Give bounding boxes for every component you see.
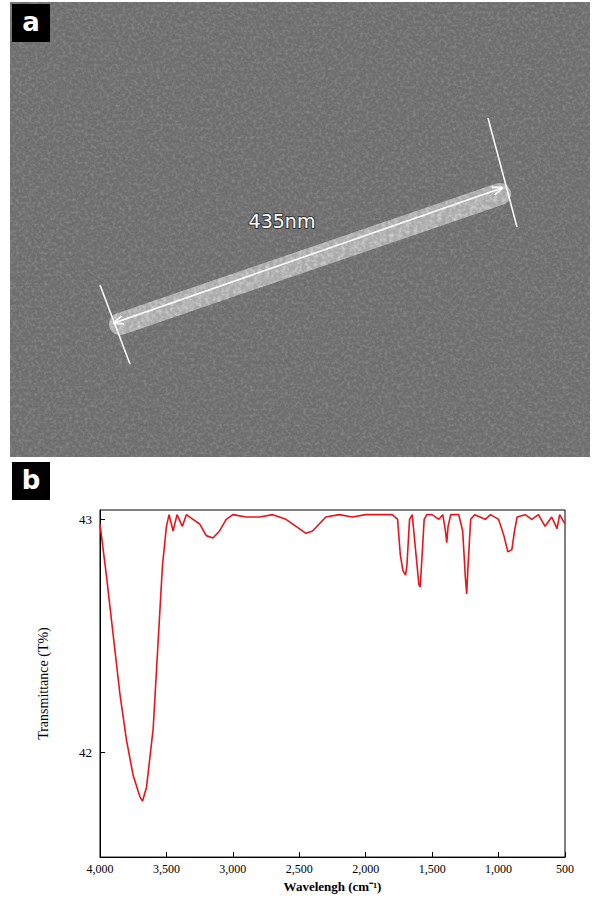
svg-text:435nm: 435nm xyxy=(249,210,316,232)
svg-text:3,500: 3,500 xyxy=(153,862,180,876)
svg-text:1,000: 1,000 xyxy=(485,862,512,876)
svg-text:43: 43 xyxy=(79,512,92,527)
html-text:a: a xyxy=(22,7,40,37)
svg-text:500: 500 xyxy=(556,862,574,876)
svg-text:2,000: 2,000 xyxy=(352,862,379,876)
html-text:b: b xyxy=(21,465,41,495)
svg-text:1,500: 1,500 xyxy=(419,862,446,876)
svg-text:Transmittance (T%): Transmittance (T%) xyxy=(36,627,52,740)
svg-text:2,500: 2,500 xyxy=(286,862,313,876)
svg-text:3,000: 3,000 xyxy=(219,862,246,876)
svg-text:4,000: 4,000 xyxy=(87,862,114,876)
svg-text:Wavelengh (cm⁻¹): Wavelengh (cm⁻¹) xyxy=(284,879,382,894)
svg-text:42: 42 xyxy=(79,745,92,760)
